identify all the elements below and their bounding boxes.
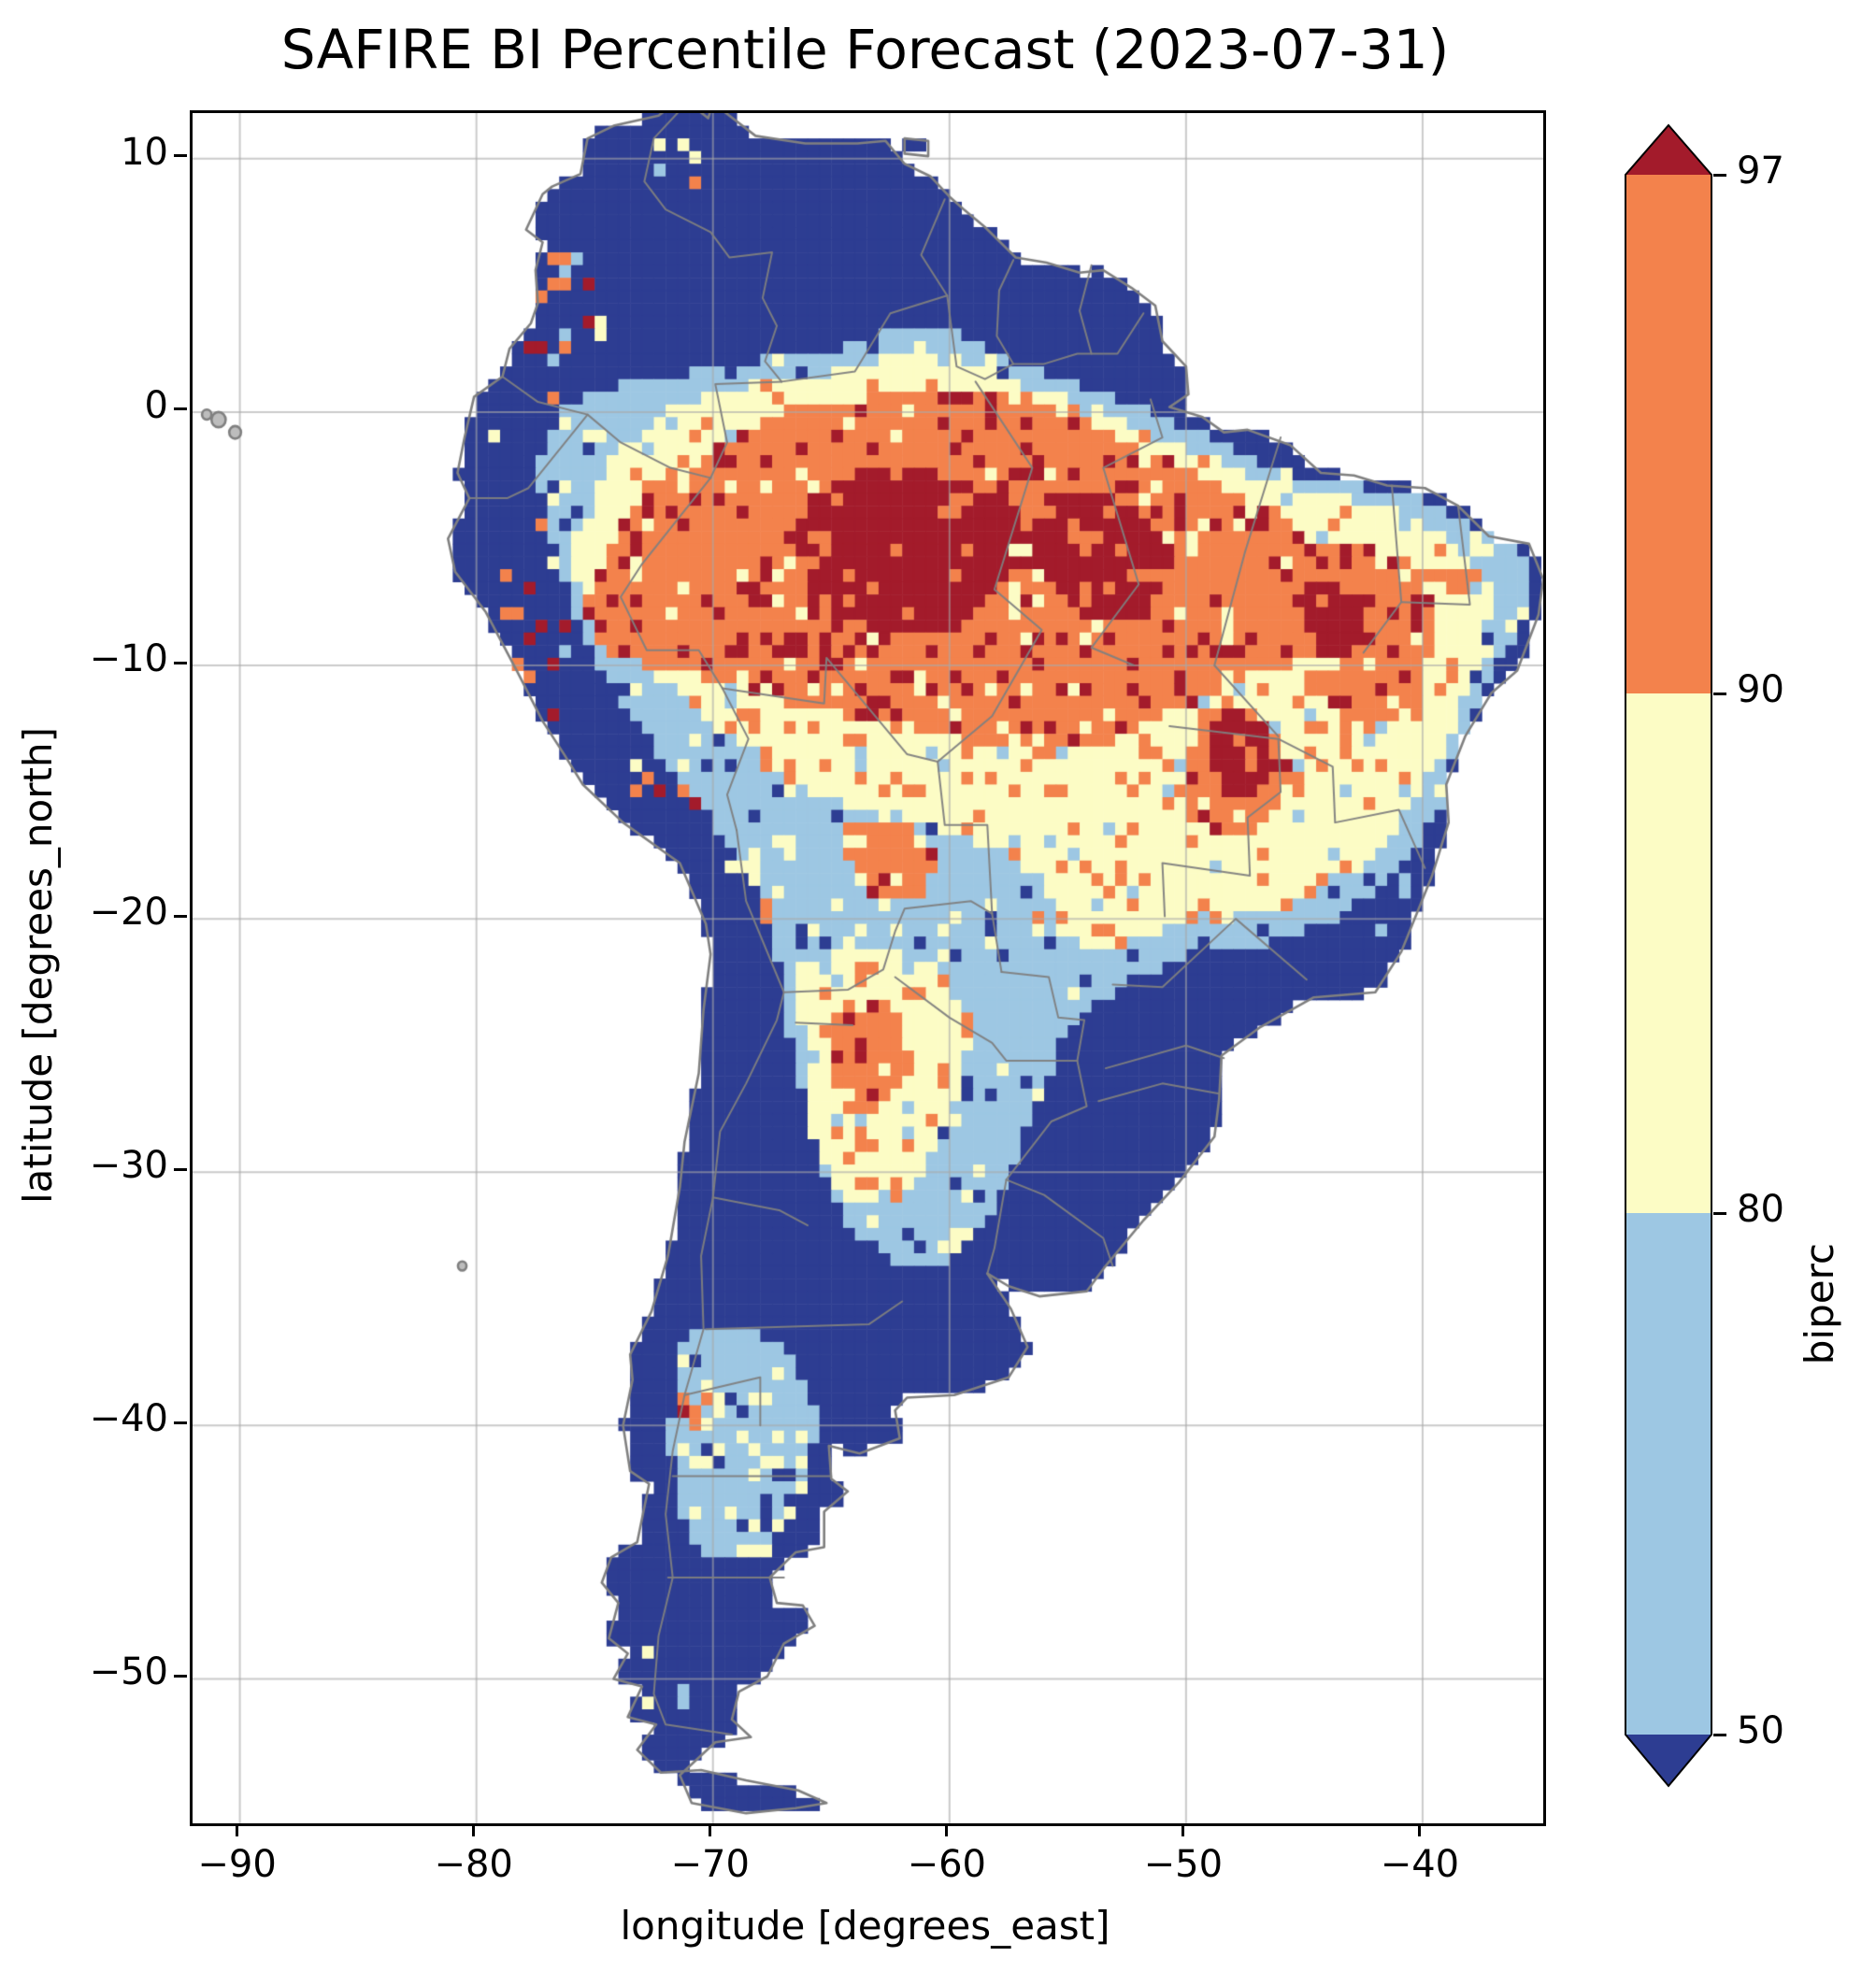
colorbar-tick-mark	[1713, 692, 1726, 695]
y-tick-label: −50	[89, 1650, 168, 1694]
colorbar-segment-orange	[1625, 175, 1711, 693]
colorbar-segment-lightblue	[1625, 1213, 1711, 1735]
colorbar-tick-label: 80	[1737, 1188, 1784, 1231]
colorbar-tick-mark	[1713, 1211, 1726, 1215]
chart-title: SAFIRE BI Percentile Forecast (2023-07-3…	[280, 18, 1450, 81]
y-tick-mark	[174, 1421, 187, 1424]
y-tick-mark	[174, 914, 187, 918]
y-tick-label: 0	[144, 383, 168, 427]
y-tick-mark	[174, 407, 187, 411]
colorbar-tick-mark	[1713, 173, 1726, 177]
y-tick-label: −10	[89, 637, 168, 681]
x-tick-label: −80	[434, 1843, 513, 1886]
x-tick-mark	[709, 1823, 712, 1836]
y-tick-label: −30	[89, 1144, 168, 1188]
colorbar-tick-mark	[1713, 1733, 1726, 1736]
y-tick-mark	[174, 1674, 187, 1678]
x-tick-mark	[945, 1823, 949, 1836]
y-tick-mark	[174, 661, 187, 664]
y-tick-mark	[174, 154, 187, 158]
y-tick-label: −40	[89, 1397, 168, 1441]
y-tick-label: −20	[89, 891, 168, 935]
colorbar	[1625, 123, 1712, 1788]
x-tick-mark	[1181, 1823, 1185, 1836]
colorbar-over-arrow	[1625, 125, 1711, 175]
x-axis-label: longitude [degrees_east]	[620, 1903, 1110, 1949]
y-tick-mark	[174, 1167, 187, 1171]
map-plot-area	[190, 110, 1546, 1826]
colorbar-under-arrow	[1625, 1735, 1711, 1786]
colorbar-outline	[1625, 123, 1712, 1788]
map-canvas	[193, 113, 1543, 1823]
y-axis-label: latitude [degrees_north]	[15, 727, 61, 1204]
x-tick-mark	[236, 1823, 239, 1836]
colorbar-segment-cream	[1625, 693, 1711, 1213]
colorbar-label: biperc	[1797, 1243, 1842, 1365]
x-tick-mark	[472, 1823, 476, 1836]
x-tick-label: −90	[197, 1843, 277, 1886]
x-tick-mark	[1418, 1823, 1422, 1836]
x-tick-label: −40	[1380, 1843, 1460, 1886]
colorbar-tick-label: 50	[1737, 1709, 1784, 1752]
x-tick-label: −70	[670, 1843, 750, 1886]
colorbar-tick-label: 97	[1737, 150, 1784, 193]
x-tick-label: −50	[1143, 1843, 1224, 1886]
y-tick-label: 10	[121, 130, 168, 174]
colorbar-tick-label: 90	[1737, 668, 1784, 711]
x-tick-label: −60	[907, 1843, 986, 1886]
